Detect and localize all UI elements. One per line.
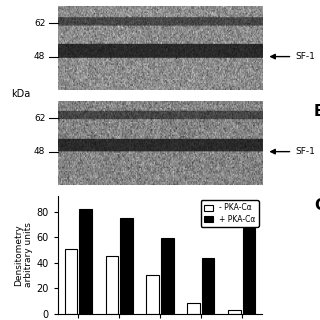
Text: 3: 3 — [157, 198, 163, 209]
Bar — [161, 238, 173, 314]
Text: C: C — [314, 198, 320, 213]
Bar — [65, 249, 77, 314]
Text: 48: 48 — [34, 52, 45, 61]
Text: 62: 62 — [34, 19, 45, 28]
Text: SF-1: SF-1 — [271, 52, 315, 61]
Bar — [228, 310, 241, 314]
Bar — [106, 256, 118, 314]
Text: 2: 2 — [116, 198, 122, 209]
Text: kDa: kDa — [11, 89, 30, 99]
Text: 1: 1 — [75, 198, 81, 209]
Bar — [120, 218, 132, 314]
Y-axis label: Densitometry
arbitrary units: Densitometry arbitrary units — [14, 223, 33, 287]
Text: 62: 62 — [34, 114, 45, 123]
Bar — [243, 228, 255, 314]
Bar — [202, 258, 214, 314]
Bar — [188, 303, 200, 314]
Text: 6: 6 — [239, 198, 245, 209]
Text: Time (Hours Post Chase): Time (Hours Post Chase) — [105, 220, 215, 229]
Bar — [79, 209, 92, 314]
Text: 48: 48 — [34, 147, 45, 156]
Text: SF-1: SF-1 — [271, 147, 315, 156]
Bar — [147, 276, 159, 314]
Text: B: B — [314, 104, 320, 119]
Text: 4: 4 — [198, 198, 204, 209]
Legend: - PKA-Cα, + PKA-Cα: - PKA-Cα, + PKA-Cα — [201, 200, 259, 227]
